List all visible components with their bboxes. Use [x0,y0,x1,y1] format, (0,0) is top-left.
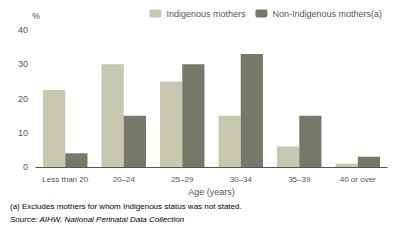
svg-text:Non-Indigenous mothers(a): Non-Indigenous mothers(a) [272,9,382,19]
svg-text:(a) Excludes mothers for whom: (a) Excludes mothers for whom Indigenous… [10,202,242,211]
svg-text:25–29: 25–29 [171,175,194,184]
svg-text:Indigenous mothers: Indigenous mothers [166,9,246,19]
svg-text:0: 0 [23,162,28,172]
svg-text:Less than 20: Less than 20 [42,175,88,184]
svg-text:40: 40 [18,25,28,35]
svg-text:20–24: 20–24 [113,175,136,184]
svg-text:35–39: 35–39 [288,175,311,184]
svg-text:20: 20 [18,94,28,104]
svg-text:10: 10 [18,128,28,138]
svg-text:30: 30 [18,59,28,69]
svg-text:Age (years): Age (years) [188,187,235,197]
svg-text:30–34: 30–34 [230,175,253,184]
svg-text:Source: AIHW, National Perinat: Source: AIHW, National Perinatal Data Co… [10,215,185,224]
svg-text:40 or over: 40 or over [340,175,376,184]
svg-text:%: % [32,11,40,21]
